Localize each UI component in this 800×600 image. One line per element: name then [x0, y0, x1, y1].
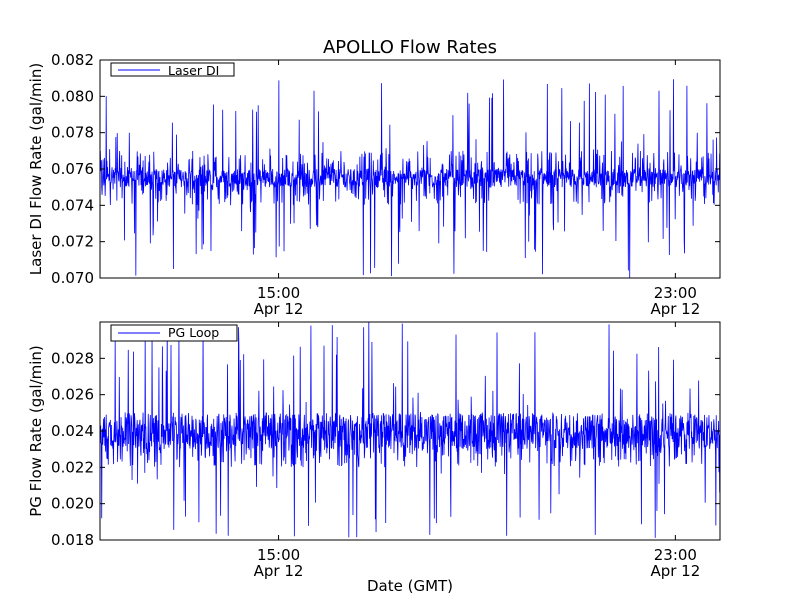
x-tick-date-label: Apr 12: [254, 300, 304, 318]
laser-di-legend-label: Laser DI: [168, 63, 219, 78]
series-line: [99, 322, 721, 538]
x-tick-date-label: Apr 12: [254, 562, 304, 580]
laser-di-legend: Laser DI: [110, 62, 235, 78]
pg-loop-legend-box: [110, 324, 238, 342]
x-tick-time-label: 15:00: [257, 546, 300, 564]
x-tick-time-label: 23:00: [654, 284, 697, 302]
y-tick-label: 0.026: [51, 386, 94, 404]
x-axis-label: Date (GMT): [367, 577, 453, 595]
y-tick-label: 0.020: [51, 495, 94, 513]
x-tick-time-label: 23:00: [654, 546, 697, 564]
pg-loop-y-ticks: 0.018 0.020 0.022 0.024 0.026 0.028: [51, 349, 720, 549]
x-tick-date-label: Apr 12: [650, 562, 700, 580]
y-tick-label: 0.076: [51, 160, 94, 178]
chart-title: APOLLO Flow Rates: [323, 37, 497, 58]
y-tick-label: 0.078: [51, 124, 94, 142]
x-tick-date-label: Apr 12: [650, 300, 700, 318]
pg-loop-legend: PG Loop: [110, 324, 238, 342]
pg-loop-series: [99, 322, 721, 538]
pg-loop-y-axis-label: PG Flow Rate (gal/min): [27, 345, 45, 517]
y-tick-label: 0.080: [51, 87, 94, 105]
laser-di-y-ticks: 0.070 0.072 0.074 0.076 0.078 0.080 0.082: [51, 51, 720, 287]
y-tick-label: 0.074: [51, 196, 94, 214]
y-tick-label: 0.070: [51, 269, 94, 287]
y-tick-label: 0.018: [51, 531, 94, 549]
laser-di-legend-box: [110, 62, 235, 77]
y-tick-label: 0.024: [51, 422, 94, 440]
series-line: [99, 79, 721, 278]
y-tick-label: 0.072: [51, 233, 94, 251]
y-tick-label: 0.022: [51, 458, 94, 476]
laser-di-y-axis-label: Laser DI Flow Rate (gal/min): [27, 63, 45, 275]
pg-loop-legend-label: PG Loop: [168, 325, 219, 340]
y-tick-label: 0.028: [51, 349, 94, 367]
laser-di-panel: 0.070 0.072 0.074 0.076 0.078 0.080 0.082 15:0…: [27, 51, 721, 318]
y-tick-label: 0.082: [51, 51, 94, 69]
x-tick-time-label: 15:00: [257, 284, 300, 302]
laser-di-series: [99, 79, 721, 278]
